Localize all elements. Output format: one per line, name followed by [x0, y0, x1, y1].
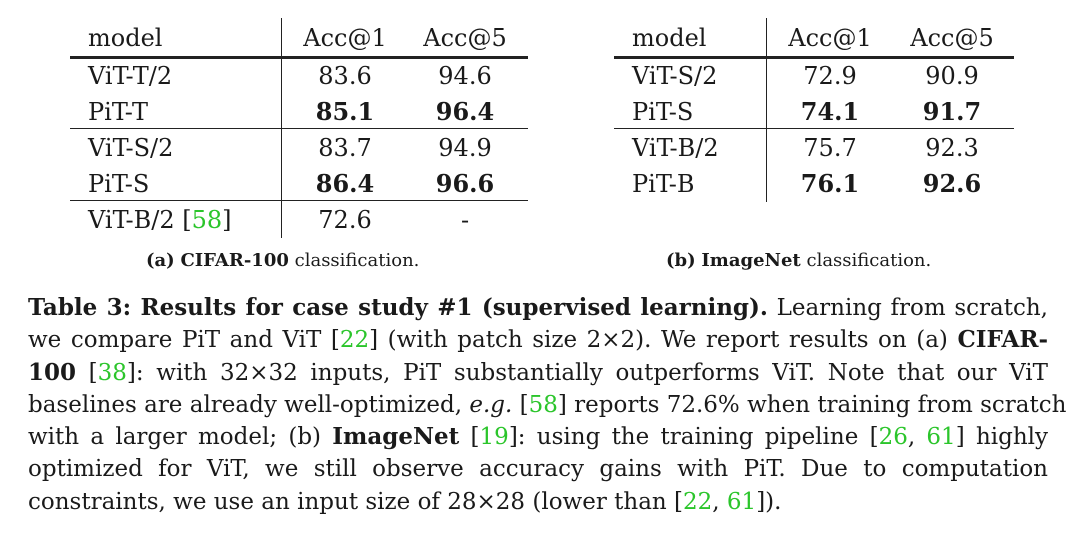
model-label: ViT-S/2 — [88, 134, 174, 162]
header-acc1: Acc@1 — [303, 24, 387, 52]
model-name: ViT-B/2 — [632, 130, 719, 166]
caption-line: we compare PiT and ViT [22] (with patch … — [28, 324, 1048, 356]
model-label: ViT-S/2 — [632, 62, 718, 90]
citation-link[interactable]: 26 — [878, 424, 908, 451]
caption-text: [ — [512, 391, 529, 418]
model-name: ViT-B/2 [58] — [88, 206, 232, 234]
acc5-value: 96.6 — [435, 169, 495, 198]
caption-text: ]). — [756, 488, 782, 515]
caption-text: Table 3: Results for case study #1 (supe… — [28, 294, 768, 321]
caption-a-prefix: (a) — [146, 250, 175, 271]
caption-line: optimized for ViT, we still observe accu… — [28, 453, 1048, 485]
model-label: PiT-B — [632, 170, 695, 198]
caption-text: baselines are already well-optimized, — [28, 391, 470, 418]
mid-rule — [614, 128, 1014, 129]
caption-text: with a larger model; (b) — [28, 424, 333, 451]
caption-b: (b) ImageNet classification. — [666, 250, 931, 271]
caption-text: ] reports 72.6% when training from scrat… — [557, 391, 1067, 418]
citation-link[interactable]: 22 — [683, 488, 713, 515]
acc1-value: 72.9 — [803, 62, 857, 90]
model-label: PiT-T — [88, 98, 148, 126]
caption-text: ] highly — [955, 424, 1048, 451]
model-name: PiT-B — [632, 166, 694, 202]
column-divider — [766, 18, 767, 202]
acc1-value: 74.1 — [800, 97, 860, 126]
table-cifar100: model Acc@1 Acc@5 ViT-T/2 83.6 94.6 PiT-T 85… — [0, 18, 540, 248]
caption-text: we compare PiT and ViT [ — [28, 327, 340, 354]
caption-text: [ — [76, 359, 98, 386]
model-label: ViT-B/2 — [88, 206, 183, 234]
caption-text: , — [907, 424, 927, 451]
acc1-value: 85.1 — [315, 97, 375, 126]
header-acc5: Acc@5 — [910, 24, 994, 52]
acc5-value: - — [460, 206, 470, 234]
acc1-value: 72.6 — [318, 206, 372, 234]
caption-line: constraints, we use an input size of 28×… — [28, 486, 1048, 518]
model-label: PiT-S — [88, 170, 150, 198]
acc5-value: 91.7 — [922, 97, 982, 126]
acc1-value: 75.7 — [803, 134, 857, 162]
caption-a-rest: classification. — [294, 250, 420, 271]
caption-line: 100 [38]: with 32×32 inputs, PiT substan… — [28, 357, 1048, 389]
caption-text: e.g. — [469, 391, 513, 418]
table-caption-paragraph: Table 3: Results for case study #1 (supe… — [28, 292, 1066, 518]
model-name: PiT-T — [88, 94, 148, 130]
model-label: PiT-S — [632, 98, 694, 126]
citation-link[interactable]: 58 — [528, 391, 558, 418]
caption-a-dataset: CIFAR-100 — [180, 250, 289, 271]
header-acc5: Acc@5 — [423, 24, 507, 52]
caption-text: constraints, we use an input size of 28×… — [28, 488, 684, 515]
acc5-value: 94.9 — [438, 134, 492, 162]
caption-text: ]: with 32×32 inputs, PiT substantially … — [126, 359, 1048, 386]
table-imagenet: model Acc@1 Acc@5 ViT-S/2 72.9 90.9 PiT-S 74… — [0, 18, 1080, 218]
caption-text: ]: using the training pipeline [ — [508, 424, 879, 451]
model-label: ViT-B/2 — [632, 134, 719, 162]
model-name: ViT-S/2 — [632, 58, 717, 94]
mid-rule — [70, 128, 528, 129]
caption-b-dataset: ImageNet — [701, 250, 801, 271]
acc1-value: 76.1 — [800, 169, 860, 198]
caption-a: (a) CIFAR-100 classification. — [146, 250, 419, 271]
caption-text: , — [712, 488, 727, 515]
header-acc1: Acc@1 — [788, 24, 872, 52]
citation-link[interactable]: 19 — [479, 424, 509, 451]
caption-line: Table 3: Results for case study #1 (supe… — [28, 292, 1048, 324]
citation-link[interactable]: 61 — [926, 424, 956, 451]
acc5-value: 92.6 — [922, 169, 982, 198]
model-label: ViT-T/2 — [88, 62, 173, 90]
acc1-value: 83.6 — [318, 62, 372, 90]
acc1-value: 86.4 — [315, 169, 375, 198]
caption-b-rest: classification. — [806, 250, 932, 271]
caption-text: CIFAR- — [957, 326, 1048, 354]
citation-link[interactable]: 58 — [191, 206, 223, 234]
citation-link[interactable]: 22 — [339, 327, 370, 354]
header-model: model — [88, 24, 163, 52]
caption-text: ] (with patch size 2×2). We report resul… — [369, 327, 958, 354]
model-name: PiT-S — [88, 166, 149, 202]
caption-text: [ — [459, 424, 480, 451]
caption-text: ImageNet — [332, 423, 460, 451]
caption-b-prefix: (b) — [666, 250, 696, 271]
acc5-value: 92.3 — [925, 134, 979, 162]
caption-text: Learning from scratch, — [767, 295, 1048, 321]
acc1-value: 83.7 — [318, 134, 372, 162]
caption-text: 100 — [28, 358, 77, 386]
model-name: ViT-S/2 — [88, 130, 173, 166]
citation-link[interactable]: 61 — [726, 488, 757, 515]
mid-rule — [70, 200, 528, 201]
caption-line: baselines are already well-optimized, e.… — [28, 389, 1066, 421]
header-model: model — [632, 24, 707, 52]
top-rule — [70, 56, 528, 59]
citation-link[interactable]: 38 — [97, 359, 127, 386]
caption-line: with a larger model; (b) ImageNet [19]: … — [28, 421, 1048, 453]
acc5-value: 90.9 — [925, 62, 979, 90]
acc5-value: 96.4 — [435, 97, 495, 126]
model-name: ViT-T/2 — [88, 58, 172, 94]
acc5-value: 94.6 — [438, 62, 492, 90]
model-name: PiT-S — [632, 94, 693, 130]
caption-text: optimized for ViT, we still observe accu… — [28, 456, 1048, 483]
column-divider — [281, 18, 282, 238]
top-rule — [614, 56, 1014, 59]
